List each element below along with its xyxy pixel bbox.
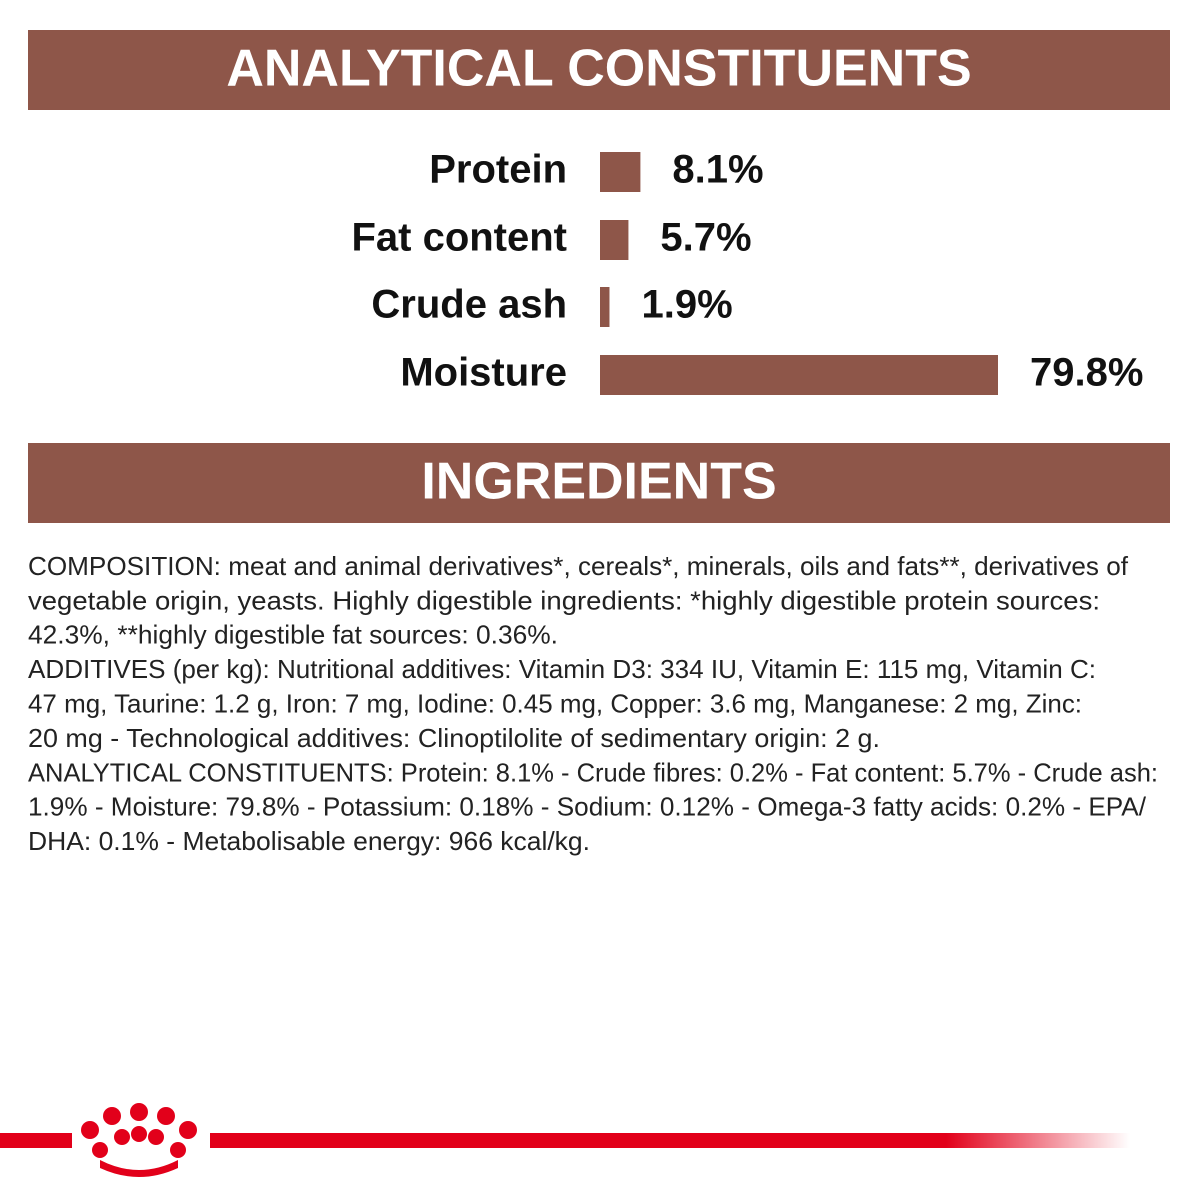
value-label: 5.7%	[660, 216, 751, 260]
category-label: Moisture	[400, 351, 567, 395]
ingredients-line: 42.3%, **highly digestible fat sources: …	[28, 620, 558, 650]
ingredients-line: 1.9% - Moisture: 79.8% - Potassium: 0.18…	[28, 792, 1147, 822]
ingredients-line: ANALYTICAL CONSTITUENTS: Protein: 8.1% -…	[28, 757, 1158, 787]
ingredients-line: 20 mg - Technological additives: Clinopt…	[28, 723, 880, 753]
value-label: 79.8%	[1030, 351, 1143, 395]
category-label: Crude ash	[371, 283, 567, 327]
value-label: 1.9%	[641, 283, 732, 327]
ingredients-line: ADDITIVES (per kg): Nutritional additive…	[28, 654, 1096, 684]
category-label: Fat content	[351, 216, 567, 260]
category-label: Protein	[429, 148, 567, 192]
bar	[600, 355, 998, 395]
bar	[600, 152, 641, 192]
section-title: INGREDIENTS	[421, 453, 776, 511]
ingredients-line: 47 mg, Taurine: 1.2 g, Iron: 7 mg, Iodin…	[28, 688, 1082, 718]
ingredients-line: vegetable origin, yeasts. Highly digesti…	[28, 585, 1100, 615]
section-title: ANALYTICAL CONSTITUENTS	[226, 40, 971, 98]
chart: Protein 8.1% Fat content 5.7% Crude ash 1.9% M…	[351, 148, 1143, 395]
ingredients-line: COMPOSITION: meat and animal derivatives…	[28, 551, 1129, 581]
value-label: 8.1%	[672, 148, 763, 192]
bar	[600, 287, 610, 327]
ingredients-line: DHA: 0.1% - Metabolisable energy: 966 kc…	[28, 826, 590, 856]
bar	[600, 220, 629, 260]
header-band	[28, 443, 1170, 523]
header-band	[28, 30, 1170, 110]
logo	[0, 1103, 1130, 1177]
ingredients-text: COMPOSITION: meat and animal derivatives…	[28, 551, 1158, 856]
